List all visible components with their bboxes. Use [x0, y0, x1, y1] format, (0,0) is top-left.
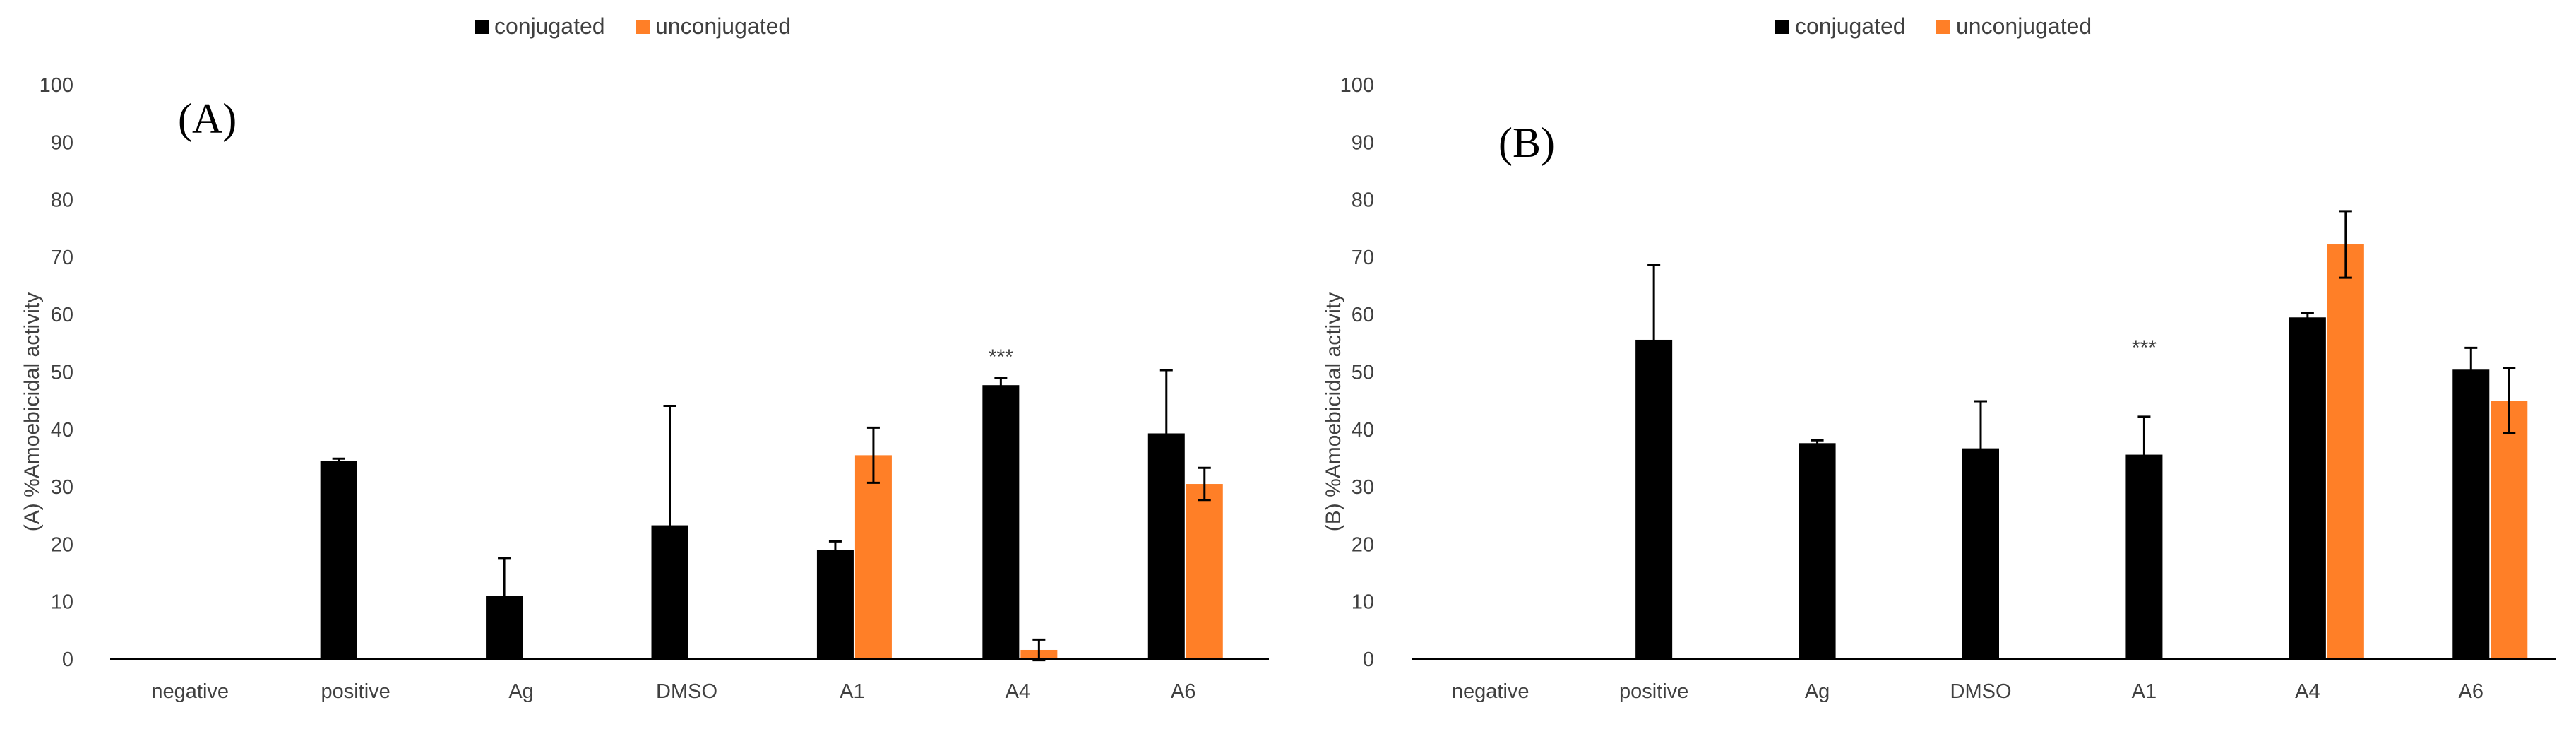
- y-tick-label: 70: [51, 247, 73, 269]
- bar-unconjugated-A1: [854, 455, 892, 659]
- bar-conjugated-A4: [982, 385, 1020, 659]
- significance-marker: ***: [989, 345, 1013, 369]
- chart-b-legend: conjugated unconjugated: [1775, 13, 2092, 39]
- error-bar-unconjugated-A4: [2339, 210, 2352, 279]
- y-tick-label: 0: [1363, 649, 1374, 671]
- legend-label-unconjugated: unconjugated: [1956, 13, 2092, 39]
- x-tick-label: A6: [2459, 680, 2483, 703]
- x-tick-label: negative: [1452, 680, 1530, 703]
- y-tick-label: 10: [1352, 591, 1374, 614]
- y-tick-label: 100: [1340, 74, 1374, 97]
- y-tick-label: 60: [51, 304, 73, 326]
- x-tick-label: A4: [2295, 680, 2320, 703]
- x-tick-label: positive: [321, 680, 390, 703]
- x-tick-label: A6: [1171, 680, 1195, 703]
- y-tick-label: 90: [51, 131, 73, 154]
- bar-conjugated-A4: [2289, 317, 2326, 659]
- y-axis-title-a: (A) %Amoebicidal activity: [20, 292, 44, 531]
- x-tick-label: Ag: [508, 680, 533, 703]
- y-tick-label: 20: [1352, 533, 1374, 556]
- error-bar-conjugated-A6: [2464, 346, 2478, 393]
- chart-a-legend: conjugated unconjugated: [475, 13, 791, 39]
- significance-marker: ***: [2132, 336, 2157, 360]
- error-bar-conjugated-Ag: [1811, 439, 1824, 447]
- y-axis-title-b: (B) %Amoebicidal activity: [1322, 292, 1345, 531]
- error-bar-conjugated-DMSO: [663, 404, 676, 646]
- x-tick-label: A4: [1006, 680, 1030, 703]
- x-tick-label: DMSO: [656, 680, 717, 703]
- legend-swatch-unconjugated: [636, 20, 650, 34]
- y-tick-label: 60: [1352, 304, 1374, 326]
- error-bar-conjugated-positive: [332, 457, 345, 465]
- error-bar-unconjugated-A4: [1032, 638, 1046, 662]
- plot-area-b: 0 10 20 30 40 50 60 70 80 90 100 negative positive Ag…: [1340, 74, 2556, 703]
- error-bar-conjugated-Ag: [498, 557, 511, 635]
- bar-unconjugated-A4: [2327, 244, 2364, 659]
- error-bar-conjugated-A4: [2301, 312, 2314, 324]
- error-bar-unconjugated-A6: [1198, 466, 1211, 502]
- legend-swatch-conjugated: [475, 20, 489, 34]
- y-tick-label: 70: [1352, 247, 1374, 269]
- bar-unconjugated-A6: [2491, 401, 2528, 659]
- y-tick-label: 30: [1352, 476, 1374, 499]
- chart-b: conjugated unconjugated (B) (B) %Amoebic…: [1322, 13, 2556, 703]
- error-bar-conjugated-A1: [2137, 415, 2151, 494]
- error-bar-conjugated-positive: [1647, 264, 1661, 416]
- plot-area-a: 0 10 20 30 40 50 60 70 80 90 100 negative positive Ag…: [40, 74, 1269, 703]
- y-tick-label: 80: [51, 189, 73, 212]
- x-tick-label: A1: [2132, 680, 2157, 703]
- y-tick-label: 20: [51, 533, 73, 556]
- x-tick-label: positive: [1619, 680, 1688, 703]
- error-bar-conjugated-A4: [994, 377, 1008, 393]
- x-tick-label: Ag: [1805, 680, 1830, 703]
- legend-label-conjugated: conjugated: [1795, 13, 1906, 39]
- legend-swatch-conjugated: [1775, 20, 1789, 34]
- y-tick-label: 10: [51, 591, 73, 614]
- legend-swatch-unconjugated: [1936, 20, 1950, 34]
- x-tick-label: A1: [840, 680, 864, 703]
- y-tick-label: 80: [1352, 189, 1374, 212]
- x-tick-label: negative: [151, 680, 229, 703]
- bar-unconjugated-A6: [1186, 484, 1223, 659]
- bar-conjugated-A6: [2452, 369, 2490, 659]
- y-tick-label: 0: [62, 649, 73, 671]
- panel-label-b: (B): [1498, 119, 1555, 166]
- panel-label-a: (A): [178, 95, 237, 142]
- error-bar-conjugated-A6: [1159, 369, 1173, 498]
- error-bar-unconjugated-A1: [866, 426, 880, 484]
- bar-conjugated-Ag: [1799, 443, 1836, 659]
- bar-conjugated-A1: [816, 550, 854, 659]
- error-bar-conjugated-A1: [828, 540, 842, 560]
- error-bar-unconjugated-A6: [2503, 367, 2516, 434]
- legend-label-conjugated: conjugated: [494, 13, 605, 39]
- bar-conjugated-positive: [320, 461, 357, 659]
- y-tick-label: 30: [51, 476, 73, 499]
- legend-label-unconjugated: unconjugated: [655, 13, 791, 39]
- y-tick-label: 40: [51, 419, 73, 442]
- error-bar-conjugated-DMSO: [1974, 400, 1987, 497]
- y-tick-label: 40: [1352, 419, 1374, 442]
- x-tick-label: DMSO: [1950, 680, 2012, 703]
- y-tick-label: 50: [1352, 362, 1374, 384]
- y-tick-label: 100: [40, 74, 73, 97]
- y-tick-label: 90: [1352, 131, 1374, 154]
- chart-a: conjugated unconjugated (A) (A) %Amoebic…: [20, 13, 1269, 703]
- y-tick-label: 50: [51, 362, 73, 384]
